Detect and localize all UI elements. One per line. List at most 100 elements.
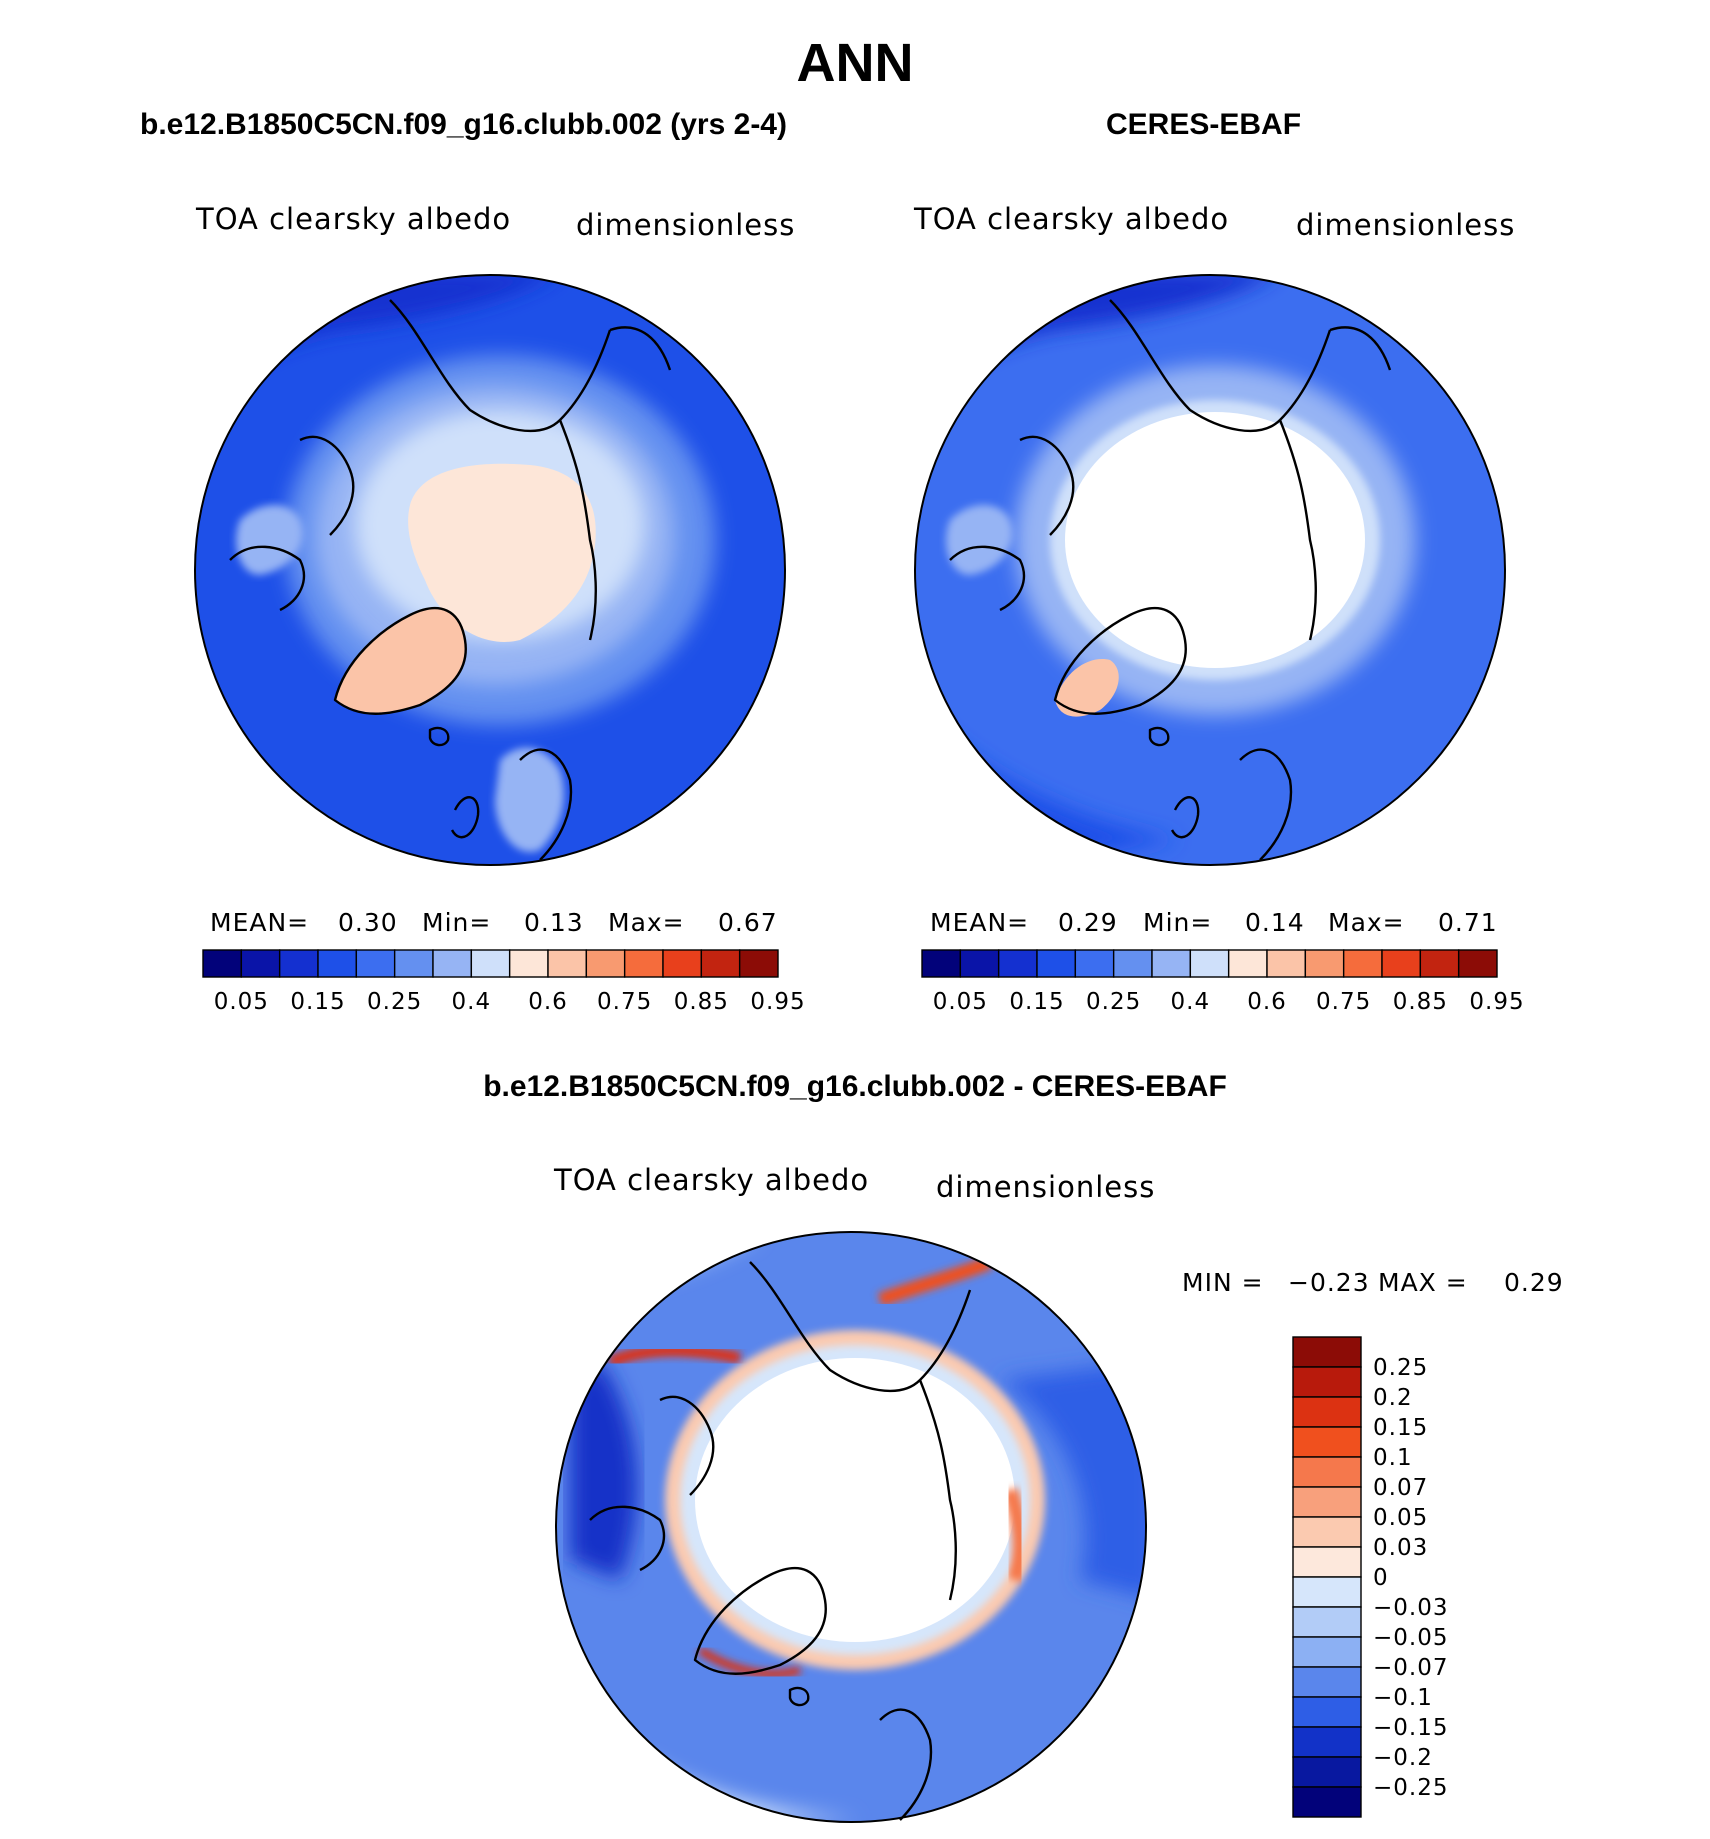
colorbar-tick-label: −0.07 [1373,1655,1448,1681]
bering-positive-diff [607,1344,742,1368]
colorbar-tick-label: 0.4 [1171,989,1211,1015]
colorbar-tick-label: 0.2 [1373,1385,1413,1411]
greenland-coast [693,1566,827,1675]
colorbar-swatch [1036,949,1077,978]
colorbar-tick-label: −0.05 [1373,1625,1448,1651]
colorbar-swatch [1292,1456,1362,1488]
colorbar-swatch [1189,949,1230,978]
model-mean-value: 0.30 [338,908,398,937]
colorbar-tick-label: 0.05 [1373,1505,1428,1531]
diff-min-label: MIN = [1182,1268,1264,1297]
diff-colorbar: 0.25 0.2 0.15 0.1 0.07 0.05 0.03 0 −0.03 −0.05 −0.… [1292,1336,1448,1818]
colorbar-swatch [1292,1486,1362,1518]
colorbar-tick-label: 0.15 [290,989,345,1015]
colorbar-tick-label: 0.25 [367,989,422,1015]
figure-title: ANN [796,33,914,93]
colorbar-swatch [355,949,396,978]
obs-max-value: 0.71 [1438,908,1498,937]
colorbar-swatch [623,949,664,978]
colorbar-swatch [1381,949,1422,978]
model-max-value: 0.67 [718,908,778,937]
colorbar-tick-label: −0.25 [1373,1775,1448,1801]
colorbar-tick-label: 0.6 [528,989,568,1015]
colorbar-swatch [662,949,703,978]
model-panel-title: b.e12.B1850C5CN.f09_g16.clubb.002 (yrs 2… [140,108,787,141]
colorbar-tick-label: −0.1 [1373,1685,1433,1711]
colorbar-tick-label: 0.95 [750,989,805,1015]
colorbar-swatch [921,949,962,978]
obs-polar-map [914,274,1506,866]
hudson-bay-coast [949,545,1026,612]
colorbar-swatch [240,949,281,978]
model-polar-map [194,274,786,866]
colorbar-swatch [1227,949,1268,978]
obs-panel-title: CERES-EBAF [1106,108,1302,141]
colorbar-swatch [1292,1696,1362,1728]
colorbar-tick-label: −0.2 [1373,1745,1433,1771]
greenland-ice-sheet [335,608,466,714]
coastlines [949,299,1392,861]
iceland-coast [1148,726,1170,747]
colorbar-swatch [508,949,549,978]
east-siberia-coast [558,419,597,641]
canadian-archipelago-coast [1019,435,1075,536]
greenland-ice-sheet [1055,659,1119,717]
obs-min-value: 0.14 [1245,908,1305,937]
scandinavia-coast [1239,748,1293,861]
colorbar-swatch [1292,1786,1362,1818]
colorbar-tick-label: 0.75 [1316,989,1371,1015]
model-colorbar: 0.05 0.15 0.25 0.4 0.6 0.75 0.85 0.95 [202,949,805,1015]
colorbar-swatch [1292,1636,1362,1668]
hudson-bay-region [946,505,1013,575]
map-border [194,274,786,866]
colorbar-tick-label: 0.85 [674,989,729,1015]
model-units-label: dimensionless [576,208,796,242]
colorbar-swatch [1292,1516,1362,1548]
scandinavia-coast [519,748,573,861]
model-min-label: Min= [422,908,492,937]
siberia-coast [749,1261,972,1393]
canadian-archipelago-coast [299,435,355,536]
british-isles-coast [450,796,480,839]
map-border [914,274,1506,866]
colorbar-swatch [1292,1606,1362,1638]
eurasia-negative-diff [1000,1360,1146,1600]
colorbar-tick-label: 0.75 [597,989,652,1015]
arctic-ocean-high-albedo [408,463,596,642]
hudson-bay-region [236,505,303,575]
colorbar-swatch [1292,1426,1362,1458]
model-variable-label: TOA clearsky albedo [196,202,512,236]
colorbar-tick-label: −0.15 [1373,1715,1448,1741]
colorbar-tick-label: 0.07 [1373,1475,1428,1501]
colorbar-swatch [1292,1396,1362,1428]
polar-data-gap [695,1358,1015,1642]
colorbar-tick-label: 0.6 [1247,989,1287,1015]
colorbar-swatch [1292,1336,1362,1368]
colorbar-tick-label: 0.95 [1469,989,1524,1015]
barents-positive-diff [1002,1487,1029,1583]
colorbar-tick-label: 0.25 [1086,989,1141,1015]
north-america-negative-diff [570,1360,638,1580]
diff-min-value: −0.23 [1288,1268,1370,1297]
obs-variable-label: TOA clearsky albedo [914,202,1230,236]
colorbar-swatch [1112,949,1153,978]
coastlines [589,1261,972,1821]
colorbar-swatch [1151,949,1192,978]
hudson-bay-coast [229,545,306,612]
diff-polar-map [555,1231,1147,1823]
taymyr-coast [1329,326,1392,371]
diff-units-label: dimensionless [936,1170,1156,1204]
obs-mean-label: MEAN= [930,908,1030,937]
east-siberia-coast [918,1379,957,1601]
diff-max-label: MAX = [1378,1268,1468,1297]
colorbar-swatch [1266,949,1307,978]
colorbar-swatch [1292,1726,1362,1758]
colorbar-tick-label: 0.25 [1373,1355,1428,1381]
colorbar-tick-label: 0.05 [214,989,269,1015]
iceland-coast [788,1686,810,1707]
colorbar-swatch [1292,1756,1362,1788]
colorbar-tick-label: 0.4 [452,989,492,1015]
colorbar-swatch [393,949,434,978]
colorbar-swatch [432,949,473,978]
